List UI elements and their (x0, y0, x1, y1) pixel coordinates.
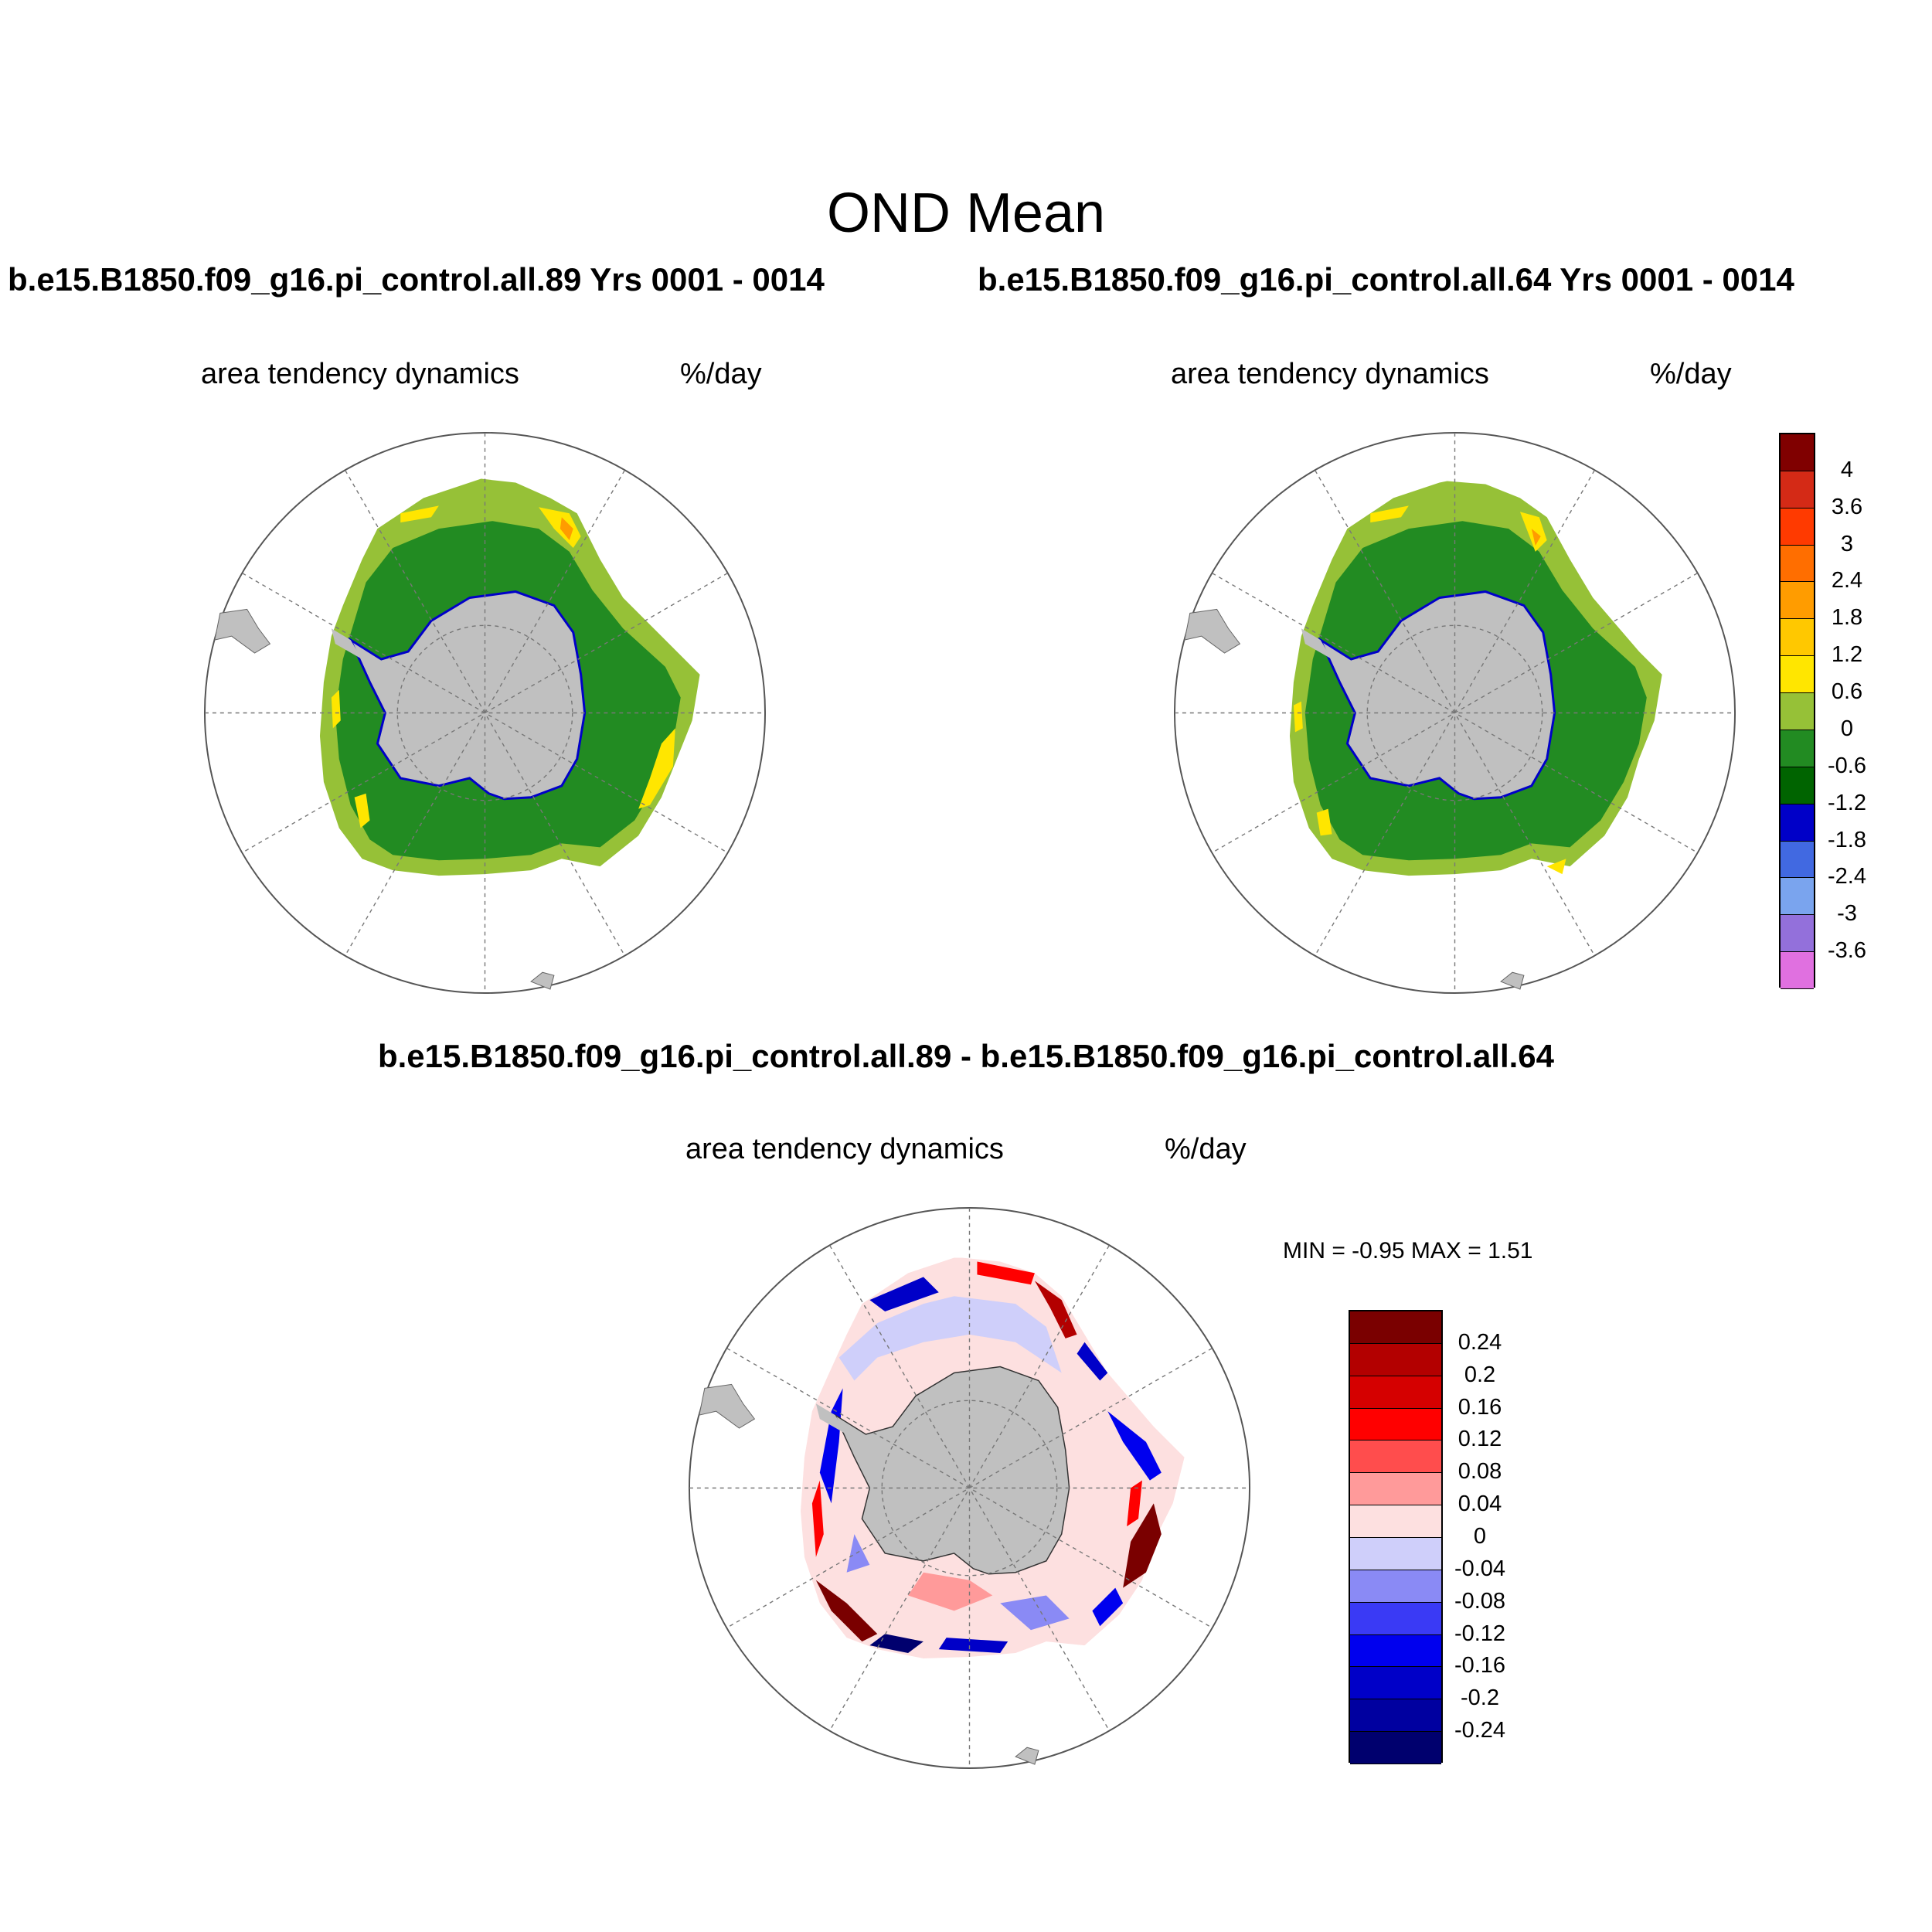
diff-min-max: MIN = -0.95 MAX = 1.51 (1283, 1238, 1533, 1264)
colorbar-cell (1350, 1602, 1441, 1635)
difference-field (800, 1257, 1185, 1658)
left-polar-map (203, 431, 767, 995)
colorbar-cell (1781, 730, 1814, 767)
colorbar-tick-label: -0.12 (1454, 1621, 1506, 1646)
colorbar-tick-label: 0.12 (1458, 1427, 1502, 1452)
colorbar-tick-label: -3 (1837, 901, 1857, 927)
colorbar-tick-label: -0.04 (1454, 1556, 1506, 1581)
colorbar-cell (1350, 1634, 1441, 1668)
right-units-label: %/day (1650, 358, 1732, 390)
colorbar-cell (1781, 952, 1814, 989)
colorbar-cell (1781, 619, 1814, 657)
right-variable-label: area tendency dynamics (1171, 358, 1489, 390)
colorbar-cell (1350, 1667, 1441, 1700)
colorbar-cell (1350, 1343, 1441, 1376)
right-polar-map (1173, 431, 1736, 995)
colorbar-cell (1350, 1440, 1441, 1474)
colorbar-tick-label: -3.6 (1828, 938, 1866, 964)
south-america-landmass (1184, 608, 1241, 654)
graticule (1174, 432, 1736, 994)
left-panel-title: b.e15.B1850.f09_g16.pi_control.all.89 Yr… (8, 261, 825, 298)
diff-units-label: %/day (1165, 1133, 1247, 1165)
colorbar-cell (1781, 582, 1814, 620)
colorbar-cell (1781, 804, 1814, 842)
colorbar-cell (1350, 1732, 1441, 1764)
sea-ice-field (1289, 481, 1662, 876)
colorbar-cell (1781, 434, 1814, 471)
colorbar-tick-label: -1.8 (1828, 827, 1866, 852)
colorbar-tick-label: 0.24 (1458, 1329, 1502, 1355)
left-variable-label: area tendency dynamics (201, 358, 519, 390)
difference-colorbar (1349, 1310, 1443, 1764)
colorbar-tick-label: 3.6 (1831, 494, 1863, 519)
colorbar-tick-label: -0.16 (1454, 1653, 1506, 1679)
colorbar-cell (1781, 693, 1814, 730)
colorbar-tick-label: 0.08 (1458, 1459, 1502, 1485)
colorbar-tick-label: 1.8 (1831, 605, 1863, 631)
main-colorbar (1779, 433, 1815, 989)
colorbar-tick-label: 0.6 (1831, 679, 1863, 705)
south-america-landmass (699, 1383, 756, 1429)
colorbar-tick-label: 0.16 (1458, 1394, 1502, 1420)
colorbar-tick-label: 0.04 (1458, 1492, 1502, 1517)
difference-polar-map (688, 1206, 1251, 1770)
colorbar-tick-label: -0.2 (1461, 1685, 1499, 1711)
colorbar-tick-label: 3 (1840, 531, 1854, 556)
colorbar-cell (1350, 1408, 1441, 1441)
colorbar-tick-label: -0.08 (1454, 1588, 1506, 1614)
colorbar-cell (1781, 767, 1814, 804)
new-zealand-landmass (1015, 1747, 1039, 1765)
colorbar-tick-label: -1.2 (1828, 790, 1866, 815)
colorbar-cell (1350, 1699, 1441, 1733)
colorbar-tick-label: 0.2 (1464, 1362, 1496, 1387)
diff-panel-title: b.e15.B1850.f09_g16.pi_control.all.89 - … (377, 1038, 1555, 1074)
sea-ice-field (319, 478, 700, 876)
colorbar-tick-label: -0.6 (1828, 753, 1866, 778)
colorbar-tick-label: -0.24 (1454, 1718, 1506, 1743)
south-america-landmass (214, 608, 271, 654)
colorbar-tick-label: 0 (1840, 716, 1854, 741)
colorbar-cell (1350, 1473, 1441, 1506)
colorbar-cell (1781, 878, 1814, 916)
colorbar-tick-label: 4 (1840, 457, 1854, 482)
new-zealand-landmass (530, 971, 555, 990)
colorbar-cell (1350, 1538, 1441, 1570)
colorbar-cell (1781, 545, 1814, 583)
graticule (204, 432, 766, 994)
colorbar-tick-label: -2.4 (1828, 864, 1866, 889)
left-units-label: %/day (680, 358, 762, 390)
colorbar-cell (1781, 508, 1814, 546)
colorbar-cell (1350, 1505, 1441, 1538)
figure-title: OND Mean (826, 182, 1106, 244)
colorbar-tick-label: 0 (1473, 1524, 1487, 1549)
diff-variable-label: area tendency dynamics (685, 1133, 1004, 1165)
new-zealand-landmass (1500, 971, 1525, 990)
colorbar-cell (1781, 915, 1814, 953)
colorbar-cell (1781, 841, 1814, 879)
colorbar-tick-label: 1.2 (1831, 642, 1863, 668)
colorbar-cell (1350, 1376, 1441, 1409)
colorbar-cell (1350, 1570, 1441, 1603)
colorbar-tick-label: 2.4 (1831, 568, 1863, 594)
colorbar-cell (1781, 471, 1814, 509)
colorbar-cell (1781, 656, 1814, 694)
colorbar-cell (1350, 1311, 1441, 1344)
right-panel-title: b.e15.B1850.f09_g16.pi_control.all.64 Yr… (978, 261, 1794, 298)
